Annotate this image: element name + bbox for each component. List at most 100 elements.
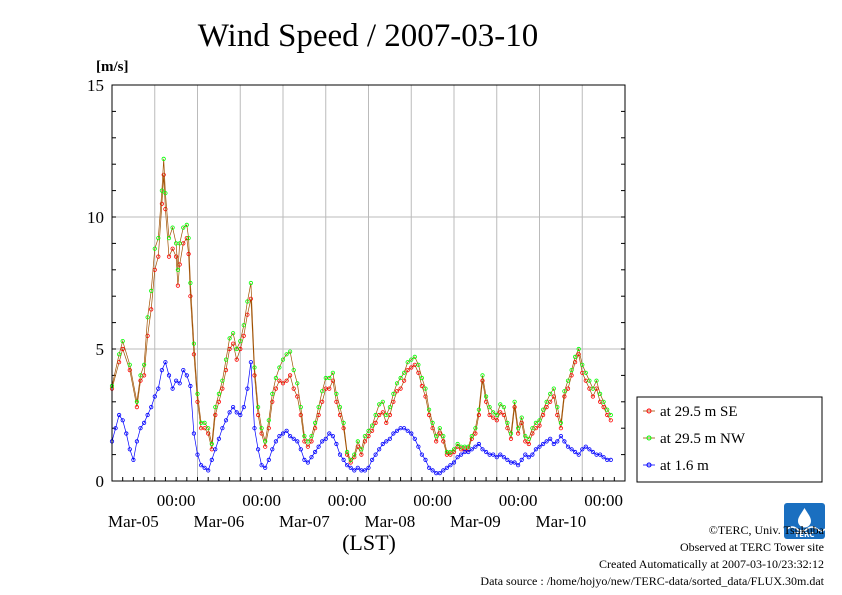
data-point: [161, 172, 166, 177]
data-point: [170, 246, 175, 251]
data-point: [341, 420, 346, 425]
data-point: [177, 241, 182, 246]
data-point: [491, 410, 496, 415]
data-point: [191, 341, 196, 346]
data-point: [587, 447, 592, 452]
data-point: [569, 367, 574, 373]
data-point: [451, 460, 457, 465]
data-point: [352, 452, 357, 457]
data-point: [480, 447, 485, 452]
data-point: [512, 399, 517, 404]
data-point: [366, 428, 371, 433]
data-point: [270, 399, 275, 404]
data-point: [540, 441, 546, 447]
data-point: [412, 354, 417, 359]
data-point: [409, 357, 414, 362]
data-point: [175, 267, 180, 272]
data-point: [174, 254, 179, 259]
data-point: [548, 436, 553, 441]
data-point: [273, 386, 278, 391]
data-point: [334, 441, 339, 447]
data-point: [273, 375, 278, 381]
data-point: [455, 455, 460, 460]
data-point: [448, 452, 453, 457]
data-point: [590, 386, 596, 391]
data-point: [441, 439, 446, 444]
data-point: [483, 394, 489, 399]
data-point: [302, 433, 307, 439]
data-point: [223, 418, 229, 423]
data-point: [320, 389, 325, 394]
data-point: [295, 439, 300, 444]
data-point: [284, 378, 289, 383]
data-point: [142, 362, 147, 367]
x-tick-time-label: 00:00: [242, 491, 281, 510]
data-point: [437, 431, 442, 436]
data-point: [280, 431, 286, 436]
x-tick-date-label: Mar-09: [450, 512, 501, 531]
data-point: [555, 439, 560, 444]
data-point: [369, 457, 375, 462]
data-point: [186, 251, 191, 257]
data-point: [359, 447, 364, 452]
data-point: [202, 465, 207, 470]
x-tick-time-label: 00:00: [499, 491, 538, 510]
data-point: [501, 455, 506, 460]
data-point: [580, 447, 585, 452]
data-point: [184, 373, 189, 378]
data-point: [544, 399, 549, 404]
data-point: [163, 207, 168, 212]
data-point: [498, 410, 503, 415]
data-point: [327, 375, 332, 381]
legend: at 29.5 m SE at 29.5 m NW at 1.6 m: [636, 396, 823, 483]
data-point: [359, 452, 364, 457]
data-point: [220, 426, 225, 431]
data-point: [437, 470, 442, 476]
data-point: [120, 418, 125, 423]
data-point: [466, 444, 471, 449]
data-point: [238, 338, 243, 344]
footer-source: Data source : /home/hojyo/new/TERC-data/…: [480, 574, 824, 588]
data-point: [195, 391, 200, 396]
y-tick-label: 15: [87, 76, 104, 95]
data-point: [512, 460, 517, 465]
data-point: [523, 439, 528, 444]
data-point: [166, 373, 172, 378]
data-point: [291, 436, 296, 441]
data-point: [320, 439, 325, 444]
data-point: [241, 323, 246, 328]
data-point: [583, 370, 588, 375]
x-tick-date-label: Mar-10: [536, 512, 587, 531]
data-point: [491, 452, 496, 457]
data-point: [231, 331, 236, 336]
legend-label: at 29.5 m SE: [660, 404, 738, 420]
data-point: [330, 378, 335, 383]
data-point: [448, 449, 453, 455]
data-point: [401, 378, 407, 383]
data-point: [480, 378, 485, 383]
data-point: [277, 433, 282, 439]
data-point: [434, 439, 439, 444]
data-point: [330, 370, 335, 375]
data-point: [398, 375, 403, 381]
data-point: [302, 457, 307, 462]
data-point: [540, 407, 546, 412]
data-point: [298, 412, 303, 418]
data-point: [391, 431, 396, 436]
data-point: [149, 288, 154, 293]
legend-swatch-marker: [646, 435, 652, 441]
data-point: [120, 346, 125, 352]
data-point: [248, 360, 253, 365]
data-point: [316, 444, 321, 449]
data-point: [280, 357, 286, 362]
data-point: [209, 457, 214, 462]
data-point: [248, 296, 253, 301]
data-point: [156, 236, 161, 241]
data-point: [469, 433, 474, 439]
data-point: [134, 439, 139, 444]
data-point: [576, 352, 581, 357]
data-point: [298, 447, 303, 452]
data-series: [109, 156, 613, 476]
data-point: [419, 452, 424, 457]
data-point: [152, 246, 157, 251]
